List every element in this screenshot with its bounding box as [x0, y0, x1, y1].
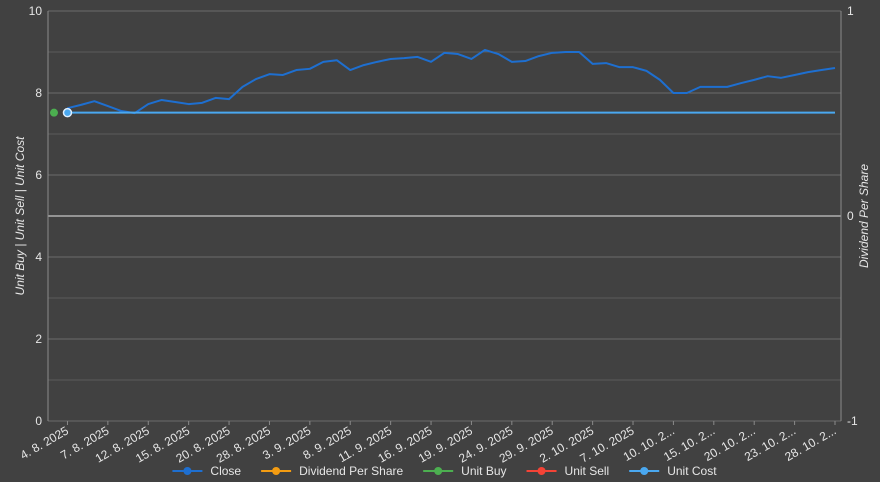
y2-tick-label: 1 [847, 4, 854, 18]
y-tick-label: 4 [35, 250, 42, 264]
legend-marker [272, 467, 281, 475]
legend-marker [640, 467, 649, 475]
legend-item: Unit Sell [526, 464, 610, 478]
legend-label: Unit Buy [461, 464, 506, 478]
series-line [67, 48, 836, 115]
legend-item: Unit Cost [629, 464, 717, 478]
legend-item: Dividend Per Share [261, 464, 403, 478]
y-axis-title: Unit Buy | Unit Sell | Unit Cost [13, 136, 27, 296]
legend: Close Dividend Per Share Unit Buy Unit Sell… [172, 464, 717, 478]
legend-label: Unit Sell [565, 464, 610, 478]
y-tick-label: 10 [29, 4, 43, 18]
point-marker [62, 107, 73, 118]
legend-marker [434, 467, 443, 475]
y-tick-label: 8 [35, 86, 42, 100]
y2-axis-title: Dividend Per Share [857, 164, 871, 268]
point-marker [50, 108, 58, 117]
legend-item: Close [172, 464, 241, 478]
y-tick-label: 6 [35, 168, 42, 182]
legend-item: Unit Buy [423, 464, 507, 478]
legend-label: Dividend Per Share [299, 464, 403, 478]
y2-tick-label: -1 [847, 414, 858, 428]
y-tick-label: 2 [35, 332, 42, 346]
legend-label: Close [210, 464, 241, 478]
legend-marker [183, 467, 192, 475]
legend-marker [537, 467, 546, 475]
legend-label: Unit Cost [667, 464, 717, 478]
y2-tick-label: 0 [847, 209, 854, 223]
y-tick-label: 0 [35, 414, 42, 428]
